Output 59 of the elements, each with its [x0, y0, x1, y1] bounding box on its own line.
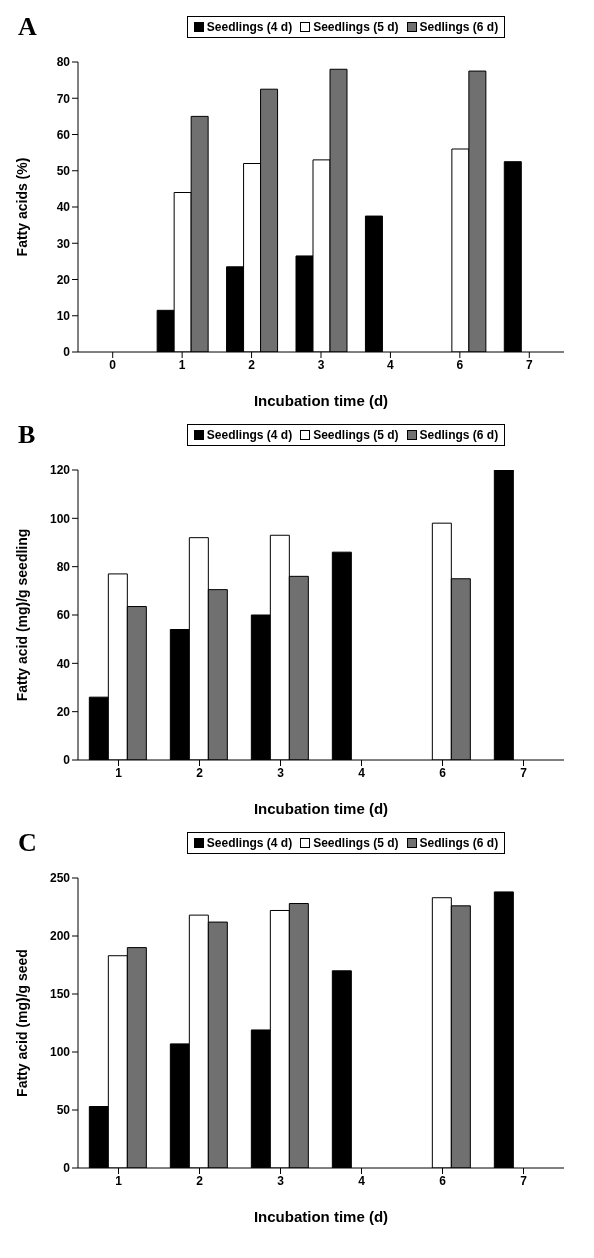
x-tick-label: 1 — [115, 765, 123, 780]
y-tick-label: 80 — [56, 55, 71, 70]
y-tick-label: 0 — [63, 1161, 71, 1176]
legend-label: Sedlings (6 d) — [418, 836, 499, 850]
y-tick-label: 100 — [49, 511, 71, 526]
y-tick-label: 0 — [63, 345, 71, 360]
legend-label: Seedlings (5 d) — [312, 836, 399, 850]
y-tick-label: 0 — [63, 753, 71, 768]
x-tick-label: 1 — [178, 357, 186, 372]
x-tick-label: 4 — [358, 765, 366, 780]
y-tick-label: 20 — [56, 704, 71, 719]
x-tick-label: 1 — [115, 1173, 123, 1188]
y-tick-label: 60 — [56, 608, 71, 623]
y-tick-label: 200 — [49, 929, 71, 944]
x-tick-label: 3 — [277, 765, 285, 780]
y-tick-label: 150 — [49, 987, 71, 1002]
legend-label: Seedlings (5 d) — [312, 428, 399, 442]
y-axis-title: Fatty acids (%) — [13, 157, 30, 257]
x-tick-label: 3 — [277, 1173, 285, 1188]
y-tick-label: 100 — [49, 1045, 71, 1060]
chart-title: B — [18, 420, 36, 450]
x-axis-title: Incubation time (d) — [253, 392, 389, 409]
chart-title: C — [18, 828, 37, 858]
legend-label: Sedlings (6 d) — [418, 20, 499, 34]
x-tick-label: 0 — [109, 357, 117, 372]
x-tick-label: 7 — [520, 765, 528, 780]
y-tick-label: 60 — [56, 127, 71, 142]
legend-label: Seedlings (4 d) — [205, 428, 293, 442]
x-tick-label: 7 — [525, 357, 533, 372]
y-axis-title: Fatty acid (mg)/g seedling — [13, 528, 30, 702]
y-tick-label: 70 — [56, 91, 71, 106]
x-tick-label: 2 — [248, 357, 256, 372]
x-axis-title: Incubation time (d) — [253, 800, 389, 817]
x-tick-label: 6 — [456, 357, 464, 372]
y-tick-label: 40 — [56, 200, 71, 215]
legend-label: Sedlings (6 d) — [418, 428, 499, 442]
y-tick-label: 50 — [56, 1103, 71, 1118]
y-tick-label: 120 — [49, 463, 71, 478]
x-tick-label: 6 — [439, 1173, 447, 1188]
x-tick-label: 2 — [196, 765, 204, 780]
y-tick-label: 10 — [56, 309, 71, 324]
x-tick-label: 7 — [520, 1173, 528, 1188]
y-tick-label: 40 — [56, 656, 71, 671]
chart-title: A — [18, 12, 37, 42]
x-axis-title: Incubation time (d) — [253, 1208, 389, 1225]
x-tick-label: 3 — [317, 357, 325, 372]
y-tick-label: 30 — [56, 236, 71, 251]
y-tick-label: 50 — [56, 164, 71, 179]
x-tick-label: 4 — [358, 1173, 366, 1188]
y-tick-label: 80 — [56, 559, 71, 574]
x-tick-label: 6 — [439, 765, 447, 780]
y-axis-title: Fatty acid (mg)/g seed — [13, 949, 30, 1097]
legend-label: Seedlings (4 d) — [205, 836, 293, 850]
x-tick-label: 2 — [196, 1173, 204, 1188]
legend-label: Seedlings (5 d) — [312, 20, 399, 34]
x-tick-label: 4 — [387, 357, 395, 372]
y-tick-label: 20 — [56, 272, 71, 287]
legend-label: Seedlings (4 d) — [205, 20, 293, 34]
y-tick-label: 250 — [49, 871, 71, 886]
